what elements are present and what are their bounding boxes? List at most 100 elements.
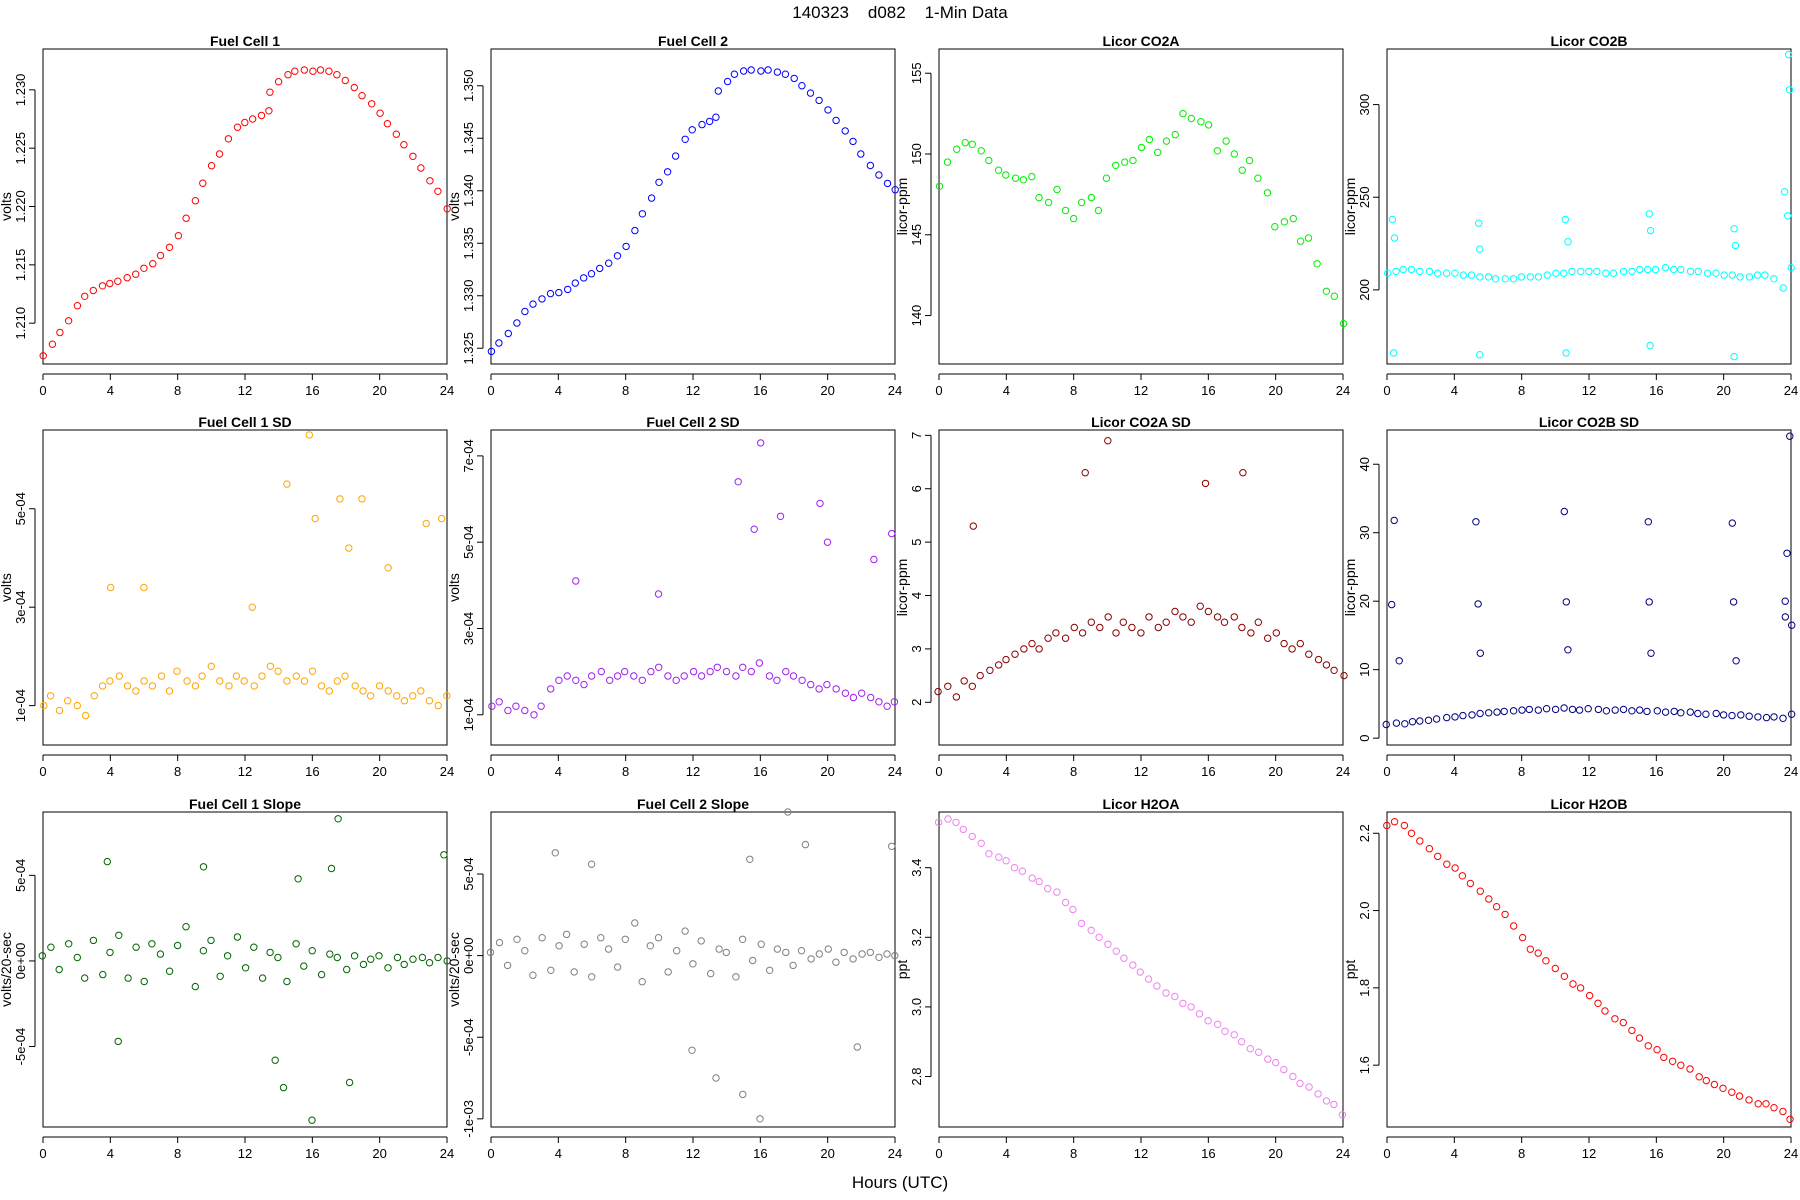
data-point <box>1754 713 1762 721</box>
data-point <box>866 948 874 957</box>
data-point <box>1468 711 1476 719</box>
data-point <box>1745 1096 1753 1104</box>
data-point <box>1028 639 1036 648</box>
data-point <box>732 973 740 981</box>
data-point <box>1526 945 1535 953</box>
data-point <box>1121 158 1129 166</box>
data-point <box>1338 1111 1347 1119</box>
data-point <box>440 851 448 859</box>
data-point <box>1585 267 1593 276</box>
data-point <box>883 950 891 958</box>
data-point <box>1388 600 1396 609</box>
data-point <box>225 682 233 690</box>
data-point <box>1002 655 1010 664</box>
data-points <box>1382 432 1796 729</box>
data-point <box>1653 707 1662 715</box>
data-point <box>1443 713 1451 722</box>
data-point <box>248 115 257 123</box>
data-point <box>1230 613 1239 621</box>
data-point <box>358 495 366 503</box>
data-point <box>1712 269 1720 277</box>
data-point <box>1077 919 1086 928</box>
data-point <box>1518 706 1526 714</box>
data-point <box>384 964 392 972</box>
data-point <box>367 955 375 963</box>
data-point <box>1070 214 1078 223</box>
data-point <box>359 960 368 969</box>
data-point <box>858 950 866 958</box>
x-tick-label: 0 <box>1383 764 1390 779</box>
data-point <box>1781 597 1789 605</box>
data-point <box>65 940 73 948</box>
data-point <box>688 126 696 134</box>
data-point <box>747 667 755 676</box>
data-point <box>1730 225 1738 233</box>
data-point <box>438 514 446 523</box>
data-point <box>1677 709 1685 717</box>
panel-title: Licor H2OB <box>1550 796 1627 812</box>
y-axis-label: ppt <box>1342 960 1358 980</box>
data-point <box>341 672 349 680</box>
data-point <box>132 687 140 695</box>
data-point <box>943 158 952 166</box>
data-point <box>1280 218 1289 226</box>
data-point <box>294 875 302 883</box>
data-point <box>140 677 148 685</box>
y-tick-label: 7e-04 <box>461 439 476 472</box>
data-point <box>434 187 442 196</box>
data-point <box>580 940 588 948</box>
data-point <box>757 940 765 948</box>
data-point <box>654 590 663 598</box>
data-point <box>1694 709 1702 718</box>
plot-frame <box>1386 48 1792 365</box>
data-point <box>1753 271 1762 279</box>
x-tick-label: 0 <box>487 764 494 779</box>
data-point <box>757 439 765 447</box>
data-point <box>1289 1072 1297 1081</box>
data-point <box>1204 607 1213 616</box>
data-point <box>291 67 299 75</box>
y-tick-label: 1.330 <box>461 279 476 312</box>
data-point <box>1543 271 1552 279</box>
data-point <box>587 270 596 278</box>
data-point <box>587 860 596 868</box>
data-point <box>712 113 720 121</box>
data-point <box>994 166 1003 174</box>
data-point <box>1719 711 1728 719</box>
x-tick-label: 16 <box>1201 383 1215 398</box>
data-point <box>1787 263 1795 272</box>
data-point <box>504 706 512 715</box>
data-point <box>1729 598 1738 606</box>
x-tick-label: 24 <box>888 764 902 779</box>
y-tick-label: 5 <box>909 539 924 546</box>
data-point <box>849 955 857 963</box>
data-point <box>336 495 344 503</box>
data-point <box>316 66 325 74</box>
data-point <box>241 118 249 127</box>
data-point <box>646 942 654 950</box>
data-point <box>867 693 875 702</box>
data-point <box>1534 273 1543 281</box>
data-point <box>570 968 578 976</box>
data-point <box>300 677 309 685</box>
data-point <box>571 279 579 287</box>
data-point <box>784 808 792 816</box>
data-point <box>722 948 730 957</box>
x-tick-label: 24 <box>1784 1146 1798 1161</box>
data-point <box>64 317 73 325</box>
data-point <box>334 815 342 823</box>
x-tick-label: 12 <box>1582 764 1596 779</box>
data-point <box>384 564 392 572</box>
data-point <box>673 947 681 955</box>
data-point <box>1144 975 1153 983</box>
data-point <box>712 1074 720 1082</box>
data-point <box>1702 710 1710 718</box>
y-tick-label: 3e-04 <box>13 591 28 624</box>
data-points <box>486 808 899 1123</box>
data-point <box>739 67 748 75</box>
data-point <box>968 140 976 149</box>
data-point <box>1153 982 1161 990</box>
data-point <box>1002 857 1010 865</box>
data-point <box>1783 549 1791 557</box>
data-point <box>977 839 985 847</box>
